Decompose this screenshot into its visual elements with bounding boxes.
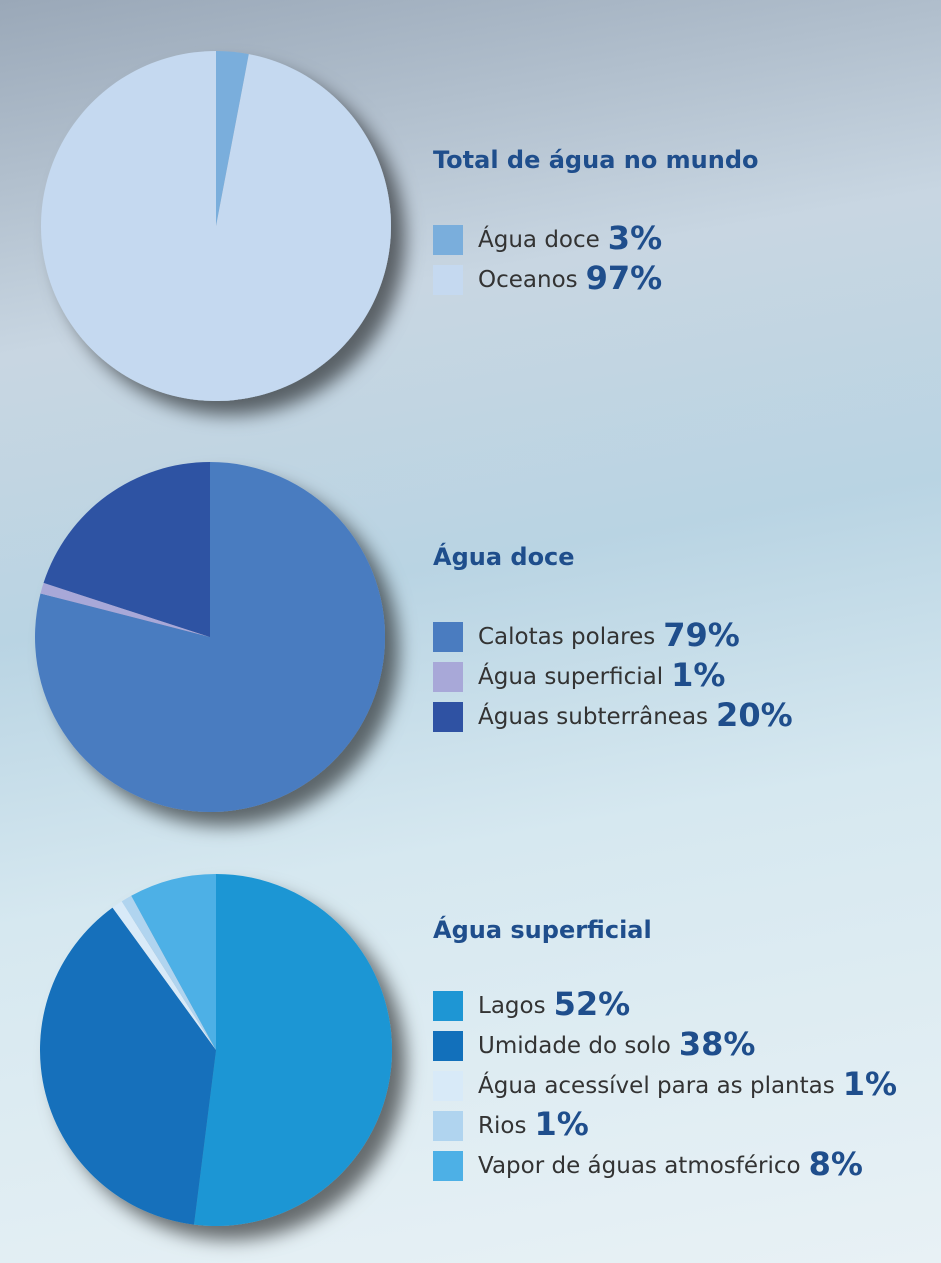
legend-entry: Água superficial 1% xyxy=(478,656,725,694)
pie-slice xyxy=(40,582,210,637)
legend-entry: Águas subterrâneas 20% xyxy=(478,696,793,734)
legend-label: Água superficial xyxy=(478,662,663,690)
pie-slice xyxy=(43,462,210,637)
value-label: 20% xyxy=(716,696,793,734)
legend-swatch xyxy=(433,622,463,652)
legend-label: Umidade do solo xyxy=(478,1033,671,1059)
legend-entry: Vapor de águas atmosférico 8% xyxy=(478,1145,863,1183)
legend-swatch xyxy=(433,1031,463,1061)
pie xyxy=(35,462,386,812)
pie-slice xyxy=(40,907,216,1225)
legend-entry: Água doce 3% xyxy=(478,219,662,257)
value-label: 52% xyxy=(554,985,631,1023)
value-label: 3% xyxy=(608,219,662,257)
legend-label: Lagos xyxy=(478,993,546,1019)
legend-label: Calotas polares xyxy=(478,624,655,650)
value-label: 1% xyxy=(843,1065,897,1103)
legend-entry: Umidade do solo 38% xyxy=(478,1025,755,1063)
legend-entry: Calotas polares 79% xyxy=(478,616,740,654)
value-label: 1% xyxy=(671,656,725,694)
legend-entry: Oceanos 97% xyxy=(478,259,662,297)
legend-label: Vapor de águas atmosférico xyxy=(478,1153,801,1179)
chart-title: Água superficial xyxy=(433,915,652,944)
value-label: 1% xyxy=(534,1105,588,1143)
chart-title: Água doce xyxy=(433,542,575,571)
legend-label: Águas subterrâneas xyxy=(478,702,708,730)
legend-entry: Água acessível para as plantas 1% xyxy=(478,1065,897,1103)
value-label: 97% xyxy=(586,259,663,297)
chart-title: Total de água no mundo xyxy=(433,146,759,174)
legend-swatch xyxy=(433,662,463,692)
pie-slice xyxy=(112,901,216,1050)
legend-swatch xyxy=(433,1071,463,1101)
value-label: 38% xyxy=(679,1025,756,1063)
pie-slice xyxy=(193,874,392,1226)
legend-swatch xyxy=(433,265,463,295)
legend-label: Água doce xyxy=(478,225,600,253)
legend-label: Água acessível para as plantas xyxy=(478,1071,835,1099)
value-label: 79% xyxy=(663,616,740,654)
pie-slice xyxy=(216,51,249,226)
legend-label: Oceanos xyxy=(478,267,578,293)
legend-swatch xyxy=(433,1151,463,1181)
legend-swatch xyxy=(433,225,463,255)
legend-entry: Rios 1% xyxy=(478,1105,589,1143)
legend-label: Rios xyxy=(478,1113,526,1139)
pie xyxy=(41,51,391,401)
legend-swatch xyxy=(433,1111,463,1141)
legend-entry: Lagos 52% xyxy=(478,985,630,1023)
pie-slice xyxy=(121,895,216,1050)
legend-swatch xyxy=(433,991,463,1021)
pie-slice xyxy=(131,874,216,1050)
pie-slice xyxy=(41,51,391,401)
value-label: 8% xyxy=(809,1145,863,1183)
legend-swatch xyxy=(433,702,463,732)
pie xyxy=(40,874,392,1226)
